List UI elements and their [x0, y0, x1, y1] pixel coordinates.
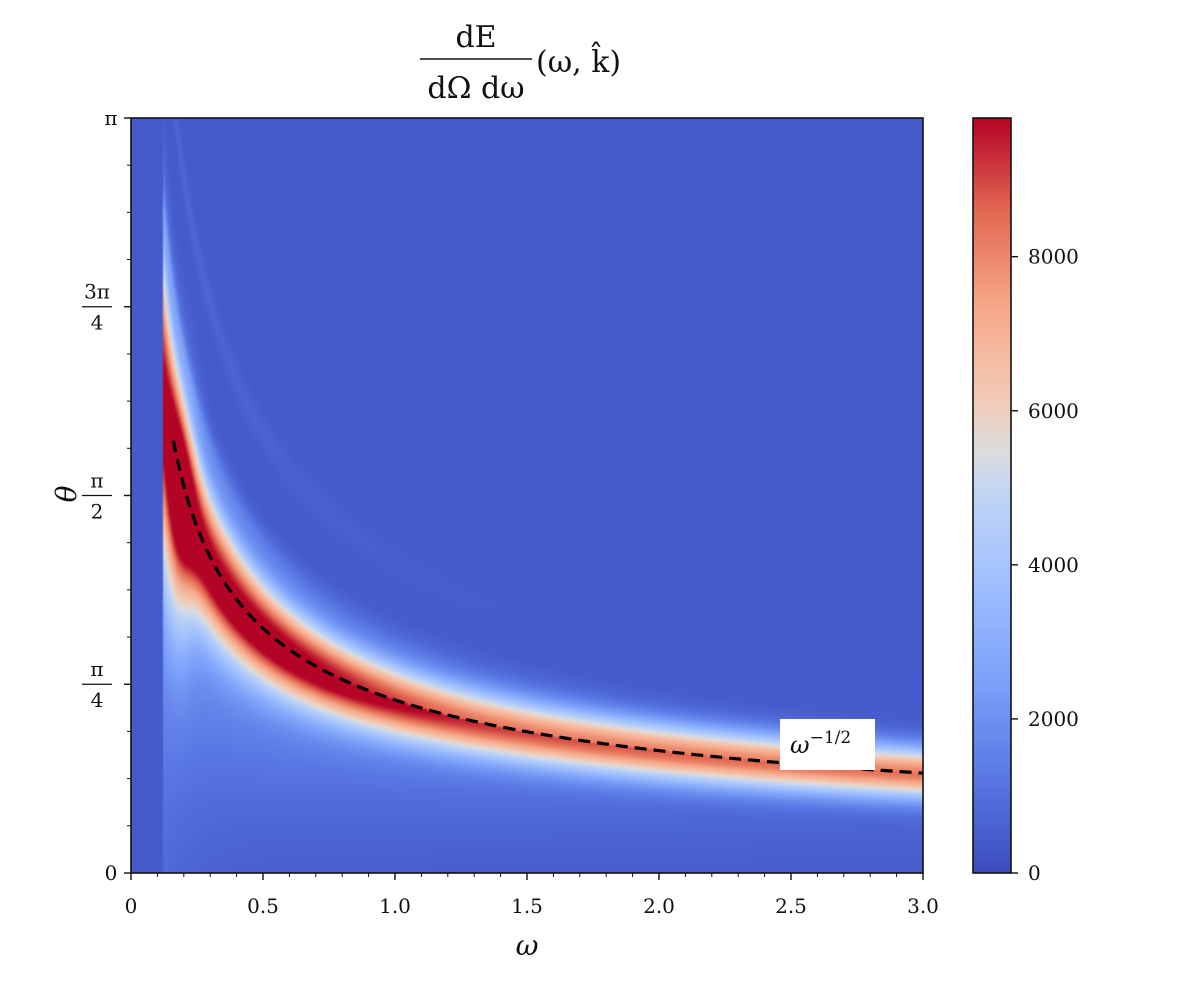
- colorbar-tick-label: 2000: [1028, 707, 1079, 731]
- y-axis-label: θ: [50, 485, 83, 502]
- annotation-box: ω−1/2: [780, 719, 875, 770]
- title-denominator: dΩ dω: [427, 71, 524, 106]
- y-tick-denominator: 2: [91, 499, 104, 523]
- colorbar-tick-label: 4000: [1028, 553, 1079, 577]
- chart-title: dE dΩ dω (ω, k̂): [420, 20, 621, 106]
- colorbar-ticks: 0 2000 4000 6000 8000: [1011, 245, 1079, 885]
- title-numerator: dE: [455, 20, 496, 55]
- x-tick-label: 0.5: [247, 894, 279, 918]
- x-tick-label: 1.5: [511, 894, 543, 918]
- y-tick-numerator: 3π: [84, 280, 110, 304]
- y-tick-numerator: π: [90, 468, 103, 492]
- title-suffix: (ω, k̂): [536, 41, 621, 80]
- annotation-label: ω−1/2: [790, 728, 851, 759]
- x-tick-label: 0: [125, 894, 138, 918]
- x-axis-label: ω: [516, 929, 539, 962]
- x-tick-label: 1.0: [379, 894, 411, 918]
- fit-curve-dashed: [171, 440, 923, 775]
- y-tick-label: π: [104, 106, 117, 130]
- colorbar-tick-label: 6000: [1028, 399, 1079, 423]
- colorbar-gradient: [972, 117, 1012, 874]
- y-tick-denominator: 4: [91, 688, 104, 712]
- heatmap: [131, 118, 923, 873]
- y-tick-label: 0: [105, 861, 118, 885]
- colorbar: 0 2000 4000 6000 8000: [972, 117, 1079, 885]
- y-tick-numerator: π: [90, 657, 103, 681]
- colorbar-tick-label: 0: [1028, 861, 1041, 885]
- x-axis: 0 0.5 1.0 1.5 2.0 2.5 3.0: [125, 873, 939, 918]
- y-tick-denominator: 4: [91, 311, 104, 335]
- x-tick-label: 2.5: [775, 894, 807, 918]
- x-tick-label: 2.0: [643, 894, 675, 918]
- annotation-background: [780, 719, 875, 770]
- y-axis: 0 π 4 π 2 3π 4 π: [82, 106, 131, 885]
- x-tick-label: 3.0: [907, 894, 939, 918]
- colorbar-tick-label: 8000: [1028, 245, 1079, 269]
